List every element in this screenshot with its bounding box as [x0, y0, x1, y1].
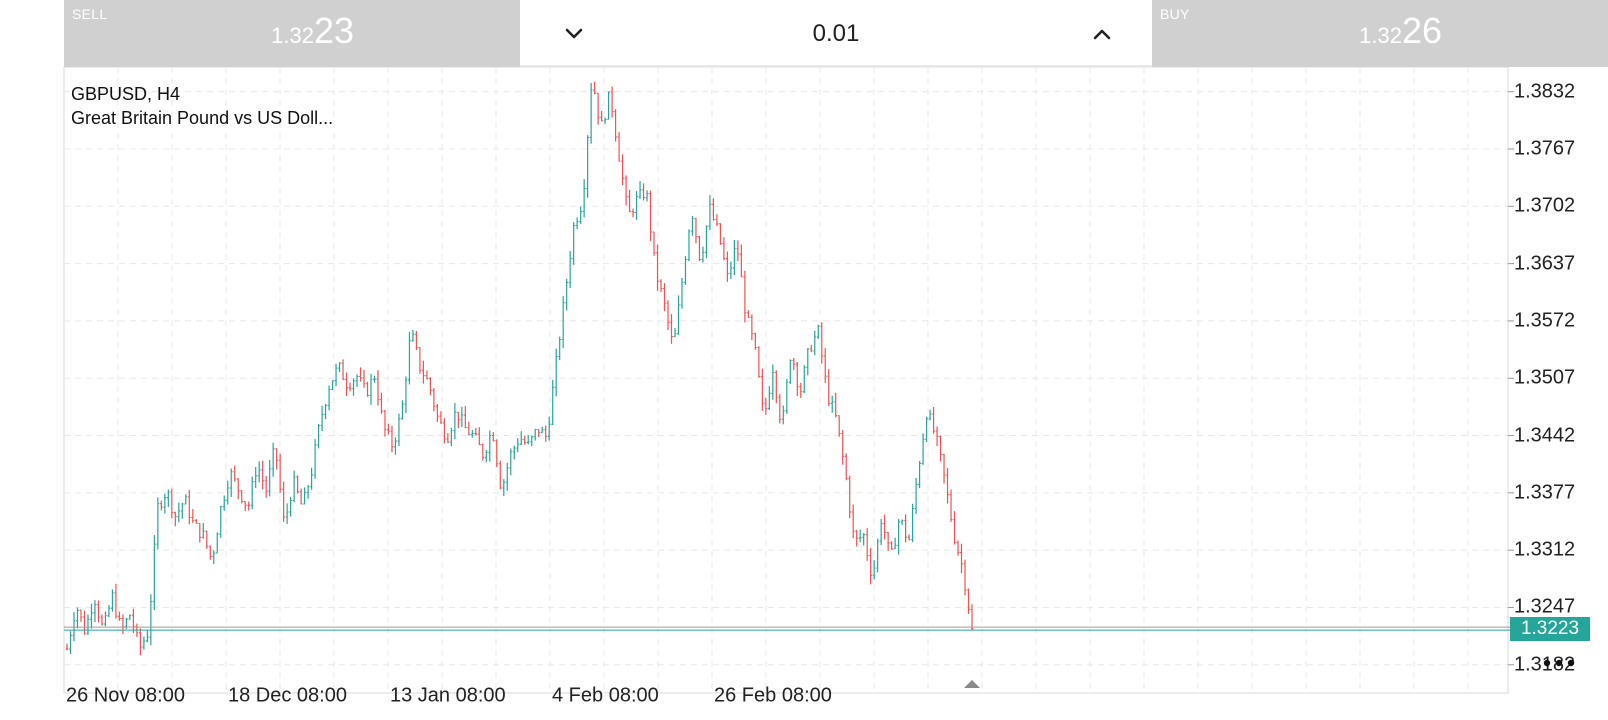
y-tick-label: 1.3312: [1514, 538, 1576, 561]
y-tick-label: 1.3247: [1514, 595, 1576, 618]
x-tick-label: 26 Nov 08:00: [66, 684, 185, 707]
sell-button[interactable]: SELL 1.3223: [64, 0, 520, 67]
y-tick-label: 1.3507: [1514, 366, 1576, 389]
buy-price-pips: 26: [1401, 10, 1442, 51]
y-tick-label: 1.3832: [1514, 80, 1576, 103]
x-tick-label: 13 Jan 08:00: [390, 684, 506, 707]
sell-price: 1.3223: [64, 10, 354, 52]
y-tick-label: 1.3637: [1514, 252, 1576, 275]
volume-selector: 0.01: [520, 2, 1152, 67]
x-tick-label: 4 Feb 08:00: [552, 684, 659, 707]
y-tick-label: 1.3377: [1514, 481, 1576, 504]
buy-label: BUY: [1160, 6, 1190, 22]
sell-price-prefix: 1.32: [271, 23, 314, 48]
y-tick-label: 1.3442: [1514, 424, 1576, 447]
chevron-up-icon[interactable]: [1088, 20, 1116, 48]
sell-price-pips: 23: [313, 10, 354, 51]
x-tick-label: 26 Feb 08:00: [714, 684, 832, 707]
symbol-description: Great Britain Pound vs US Doll...: [71, 108, 334, 128]
chevron-down-icon[interactable]: [560, 20, 588, 48]
symbol-title: GBPUSD, H4: [71, 84, 181, 104]
sell-label: SELL: [72, 6, 108, 22]
more-horizontal-icon[interactable]: [1542, 656, 1576, 670]
volume-value[interactable]: 0.01: [812, 20, 860, 47]
y-tick-label: 1.3572: [1514, 309, 1576, 332]
plot-frame: [63, 66, 1509, 694]
y-tick-label: 1.3702: [1514, 194, 1576, 217]
y-tick-label: 1.3767: [1514, 137, 1576, 160]
buy-price-prefix: 1.32: [1359, 23, 1402, 48]
current-price-tag: 1.3223: [1510, 616, 1590, 641]
buy-button[interactable]: BUY 1.3226: [1152, 0, 1608, 67]
x-tick-label: 18 Dec 08:00: [228, 684, 347, 707]
last-bar-marker-icon: [964, 680, 980, 688]
buy-price: 1.3226: [1152, 10, 1442, 52]
